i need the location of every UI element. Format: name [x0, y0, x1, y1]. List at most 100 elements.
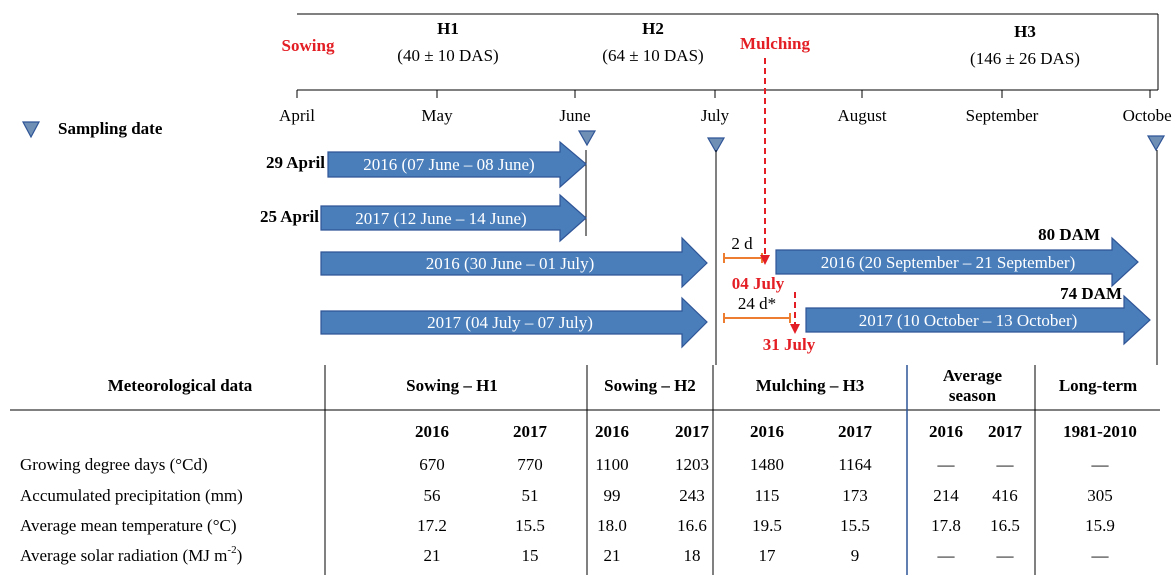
- period-arrow: [320, 296, 708, 349]
- end-label: 74 DAM: [1060, 284, 1122, 303]
- table-cell: 51: [522, 486, 539, 505]
- legend-icon: [22, 121, 40, 139]
- phase-days: (146 ± 26 DAS): [970, 49, 1080, 68]
- table-cell: —: [937, 455, 956, 474]
- year-header: 2017: [675, 422, 710, 441]
- table-cell: 15: [522, 546, 539, 565]
- table-cell: 21: [424, 546, 441, 565]
- table-cell: 16.5: [990, 516, 1020, 535]
- arrow-label: 2016 (20 September – 21 September): [821, 253, 1075, 272]
- period-arrow: [327, 140, 587, 189]
- table-cell: 1480: [750, 455, 784, 474]
- row-label: Average solar radiation (MJ m-2): [20, 544, 242, 565]
- table-cell: 18.0: [597, 516, 627, 535]
- row-label: Accumulated precipitation (mm): [20, 486, 243, 505]
- table-cell: 19.5: [752, 516, 782, 535]
- table-cell: 1203: [675, 455, 709, 474]
- arrow-head: [790, 324, 800, 334]
- legend-label: Sampling date: [58, 119, 163, 138]
- table-header-box: Average season: [942, 366, 1003, 405]
- table-cell: 670: [419, 455, 445, 474]
- table-header: Long-term: [1059, 376, 1137, 395]
- year-header: 2017: [838, 422, 873, 441]
- year-header: 2017: [513, 422, 548, 441]
- sampling-marker: [577, 130, 597, 147]
- phase-days: (40 ± 10 DAS): [397, 46, 498, 65]
- table-cell: —: [996, 546, 1015, 565]
- table-cell: 115: [755, 486, 780, 505]
- mulching-date: 04 July: [732, 274, 785, 293]
- table-header: Average season: [942, 366, 1003, 405]
- month-label: April: [279, 106, 315, 125]
- phase-days: (64 ± 10 DAS): [602, 46, 703, 65]
- month-label: May: [421, 106, 453, 125]
- year-header: 2016: [750, 422, 784, 441]
- month-label: September: [966, 106, 1039, 125]
- table-cell: 17: [759, 546, 777, 565]
- row-label: Growing degree days (°Cd): [20, 455, 208, 474]
- table-cell: 9: [851, 546, 860, 565]
- year-header: 2017: [988, 422, 1023, 441]
- interval-label: 24 d*: [738, 294, 776, 313]
- table-cell: 1164: [838, 455, 872, 474]
- table-cell: 17.8: [931, 516, 961, 535]
- sampling-marker: [1146, 135, 1166, 152]
- row-label-text: Growing degree days (°Cd): [20, 455, 208, 474]
- month-label: June: [559, 106, 590, 125]
- row-label-sup: -2: [227, 544, 236, 556]
- interval-bracket: [723, 253, 791, 323]
- event-label: Mulching: [740, 34, 810, 53]
- table-cell: 15.9: [1085, 516, 1115, 535]
- table-cell: 305: [1087, 486, 1113, 505]
- table-cell: 770: [517, 455, 543, 474]
- table-cell: 21: [604, 546, 621, 565]
- month-label: July: [701, 106, 730, 125]
- period-arrow: [320, 193, 587, 243]
- table-cell: 99: [604, 486, 621, 505]
- table-cell: 17.2: [417, 516, 447, 535]
- event-label: Sowing: [282, 36, 335, 55]
- table-cell: —: [996, 455, 1015, 474]
- arrow-label: 2016 (30 June – 01 July): [426, 254, 595, 273]
- arrow-label: 2017 (10 October – 13 October): [859, 311, 1078, 330]
- arrow-label: 2016 (07 June – 08 June): [363, 155, 534, 174]
- row-label-text: Average solar radiation (MJ m: [20, 546, 227, 565]
- table-cell: —: [1091, 546, 1110, 565]
- year-header: 2016: [415, 422, 449, 441]
- month-label: October: [1123, 106, 1172, 125]
- table-cell: 1100: [595, 455, 628, 474]
- start-date: 25 April: [260, 207, 319, 226]
- row-label-text: Average mean temperature (°C): [20, 516, 237, 535]
- interval-label: 2 d: [731, 234, 753, 253]
- start-date: 29 April: [266, 153, 325, 172]
- arrow-head: [760, 255, 770, 265]
- table-header: Sowing – H2: [604, 376, 696, 395]
- year-header: 1981-2010: [1063, 422, 1137, 441]
- arrow-label: 2017 (04 July – 07 July): [427, 313, 593, 332]
- sampling-marker: [706, 137, 726, 154]
- table-header: Sowing – H1: [406, 376, 498, 395]
- table-cell: 173: [842, 486, 868, 505]
- table-header: Meteorological data: [108, 376, 253, 395]
- table-header: Mulching – H3: [756, 376, 865, 395]
- mulching-date: 31 July: [763, 335, 816, 354]
- table-cell: —: [1091, 455, 1110, 474]
- period-arrow: [805, 294, 1151, 346]
- table-cell: 15.5: [840, 516, 870, 535]
- year-header: 2016: [929, 422, 963, 441]
- table-cell: 243: [679, 486, 705, 505]
- phase-label: H2: [642, 19, 664, 38]
- row-label-text: ): [237, 546, 243, 565]
- table-cell: 214: [933, 486, 959, 505]
- period-arrow: [320, 236, 708, 289]
- month-label: August: [837, 106, 886, 125]
- table-cell: 416: [992, 486, 1018, 505]
- row-label: Average mean temperature (°C): [20, 516, 237, 535]
- table-cell: 15.5: [515, 516, 545, 535]
- period-arrow: [775, 236, 1139, 288]
- table-cell: 18: [684, 546, 701, 565]
- table-cell: 16.6: [677, 516, 707, 535]
- arrow-label: 2017 (12 June – 14 June): [355, 209, 526, 228]
- phase-label: H3: [1014, 22, 1036, 41]
